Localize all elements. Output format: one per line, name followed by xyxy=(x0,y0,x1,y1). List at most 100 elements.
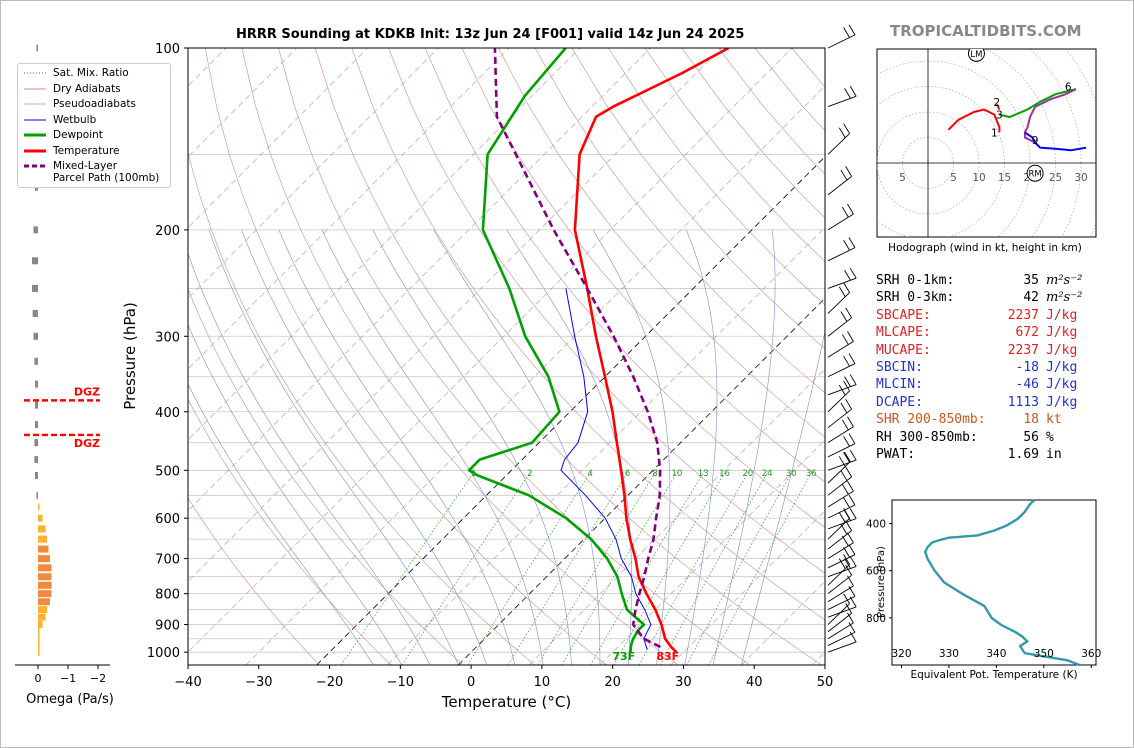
x-tick-label: 30 xyxy=(675,675,692,690)
wind-barb xyxy=(827,166,853,196)
hodograph-height-label: 9 xyxy=(1032,135,1039,147)
pseudoadiabat xyxy=(506,229,632,665)
index-label: SRH 0-1km: xyxy=(876,273,955,288)
mixing-ratio-line xyxy=(686,470,794,665)
wind-barb xyxy=(827,508,857,530)
hodograph-trace xyxy=(1023,88,1077,144)
wind-barb xyxy=(827,494,856,519)
isotherm xyxy=(188,48,722,582)
index-value: 1.69 xyxy=(1007,447,1039,462)
theta-e-profile xyxy=(923,499,1080,667)
x-tick-label: 10 xyxy=(534,675,551,690)
chart-title: HRRR Sounding at KDKB Init: 13z Jun 24 [… xyxy=(236,27,745,42)
pseudoadiabat xyxy=(188,383,374,665)
legend-label: Temperature xyxy=(53,144,120,157)
wind-barb xyxy=(827,416,854,444)
index-value: 672 xyxy=(1015,325,1039,341)
hodograph-height-label: 6 xyxy=(1065,82,1072,94)
wind-barb xyxy=(827,374,857,396)
storm-motion-label: RM xyxy=(1028,170,1041,180)
hodograph-area: 55101520253012369LMRM xyxy=(877,49,1096,237)
omega-bar xyxy=(35,421,38,429)
wind-barb xyxy=(827,203,854,231)
index-label: SBCAPE: xyxy=(876,307,931,323)
wind-barb xyxy=(827,307,853,337)
isotherm xyxy=(387,227,825,665)
index-unit: in xyxy=(1046,447,1062,462)
omega-bar xyxy=(32,309,38,317)
x-tick-label: 50 xyxy=(817,675,834,690)
hodograph-height-label: 2 xyxy=(994,97,1001,109)
omega-bar xyxy=(38,635,40,643)
hodograph-ring-label: 30 xyxy=(1074,172,1087,184)
profile-dewpoint xyxy=(467,48,646,653)
wind-barb xyxy=(827,544,856,569)
legend-label: Pseudoadiabats xyxy=(53,98,136,110)
mixing-ratio-label: 16 xyxy=(719,469,730,479)
index-unit: % xyxy=(1046,429,1054,445)
surface-dewpoint-label: 73F xyxy=(612,650,635,663)
wind-barb xyxy=(827,433,856,458)
pseudoadiabat xyxy=(741,329,825,665)
storm-motion-marker xyxy=(967,49,985,62)
theta-e-x-tick-label: 360 xyxy=(1081,648,1101,660)
hodograph-trace xyxy=(999,88,1077,119)
wind-barb xyxy=(827,123,850,155)
omega-bar xyxy=(36,44,38,52)
dgz-label: DGZ xyxy=(74,437,100,450)
legend-swatch xyxy=(24,133,46,137)
omega-x-label: Omega (Pa/s) xyxy=(26,692,114,707)
surface-temperature-label: 83F xyxy=(656,650,679,663)
index-value: 42 xyxy=(1023,290,1039,306)
hodograph-frame xyxy=(876,48,1097,238)
index-label: DCAPE: xyxy=(876,394,923,410)
wind-barb xyxy=(827,282,850,314)
isotherm xyxy=(245,85,825,665)
isotherm xyxy=(458,297,825,665)
wind-barb xyxy=(827,603,853,633)
theta-e-x-tick-label: 330 xyxy=(939,648,959,660)
legend-label: Dewpoint xyxy=(53,129,103,141)
wind-barb xyxy=(827,480,854,508)
omega-tick-label: 0 xyxy=(35,672,42,685)
legend-entry: Sat. Mix. Ratio xyxy=(18,67,170,83)
index-label: RH 300-850mb: xyxy=(876,429,978,445)
index-label: PWAT: xyxy=(876,447,916,462)
index-value: -46 xyxy=(1015,377,1039,393)
theta-e-x-tick-label: 350 xyxy=(1034,648,1054,660)
theta-e-x-label: Equivalent Pot. Temperature (K) xyxy=(910,669,1077,681)
dry-adiabat xyxy=(424,48,825,528)
mixing-ratio-line xyxy=(638,470,750,665)
mixing-ratio-label: 6 xyxy=(625,469,630,479)
y-tick-label: 400 xyxy=(155,406,180,421)
omega-bar xyxy=(34,456,38,464)
wind-barb xyxy=(827,380,850,413)
mixing-ratio-label: 36 xyxy=(806,469,817,479)
hodograph-ring-label: 25 xyxy=(1049,172,1062,184)
x-tick-label: 0 xyxy=(467,675,475,690)
index-label: SRH 0-3km: xyxy=(876,290,955,306)
legend-swatch xyxy=(24,119,46,120)
theta-e-y-label: Pressure (hPa) xyxy=(876,546,887,618)
legend-label: Wetbulb xyxy=(53,113,97,126)
x-tick-label: −10 xyxy=(387,675,414,690)
x-tick-label: −30 xyxy=(245,675,272,690)
x-tick-label: −20 xyxy=(316,675,343,690)
legend-entry: Mixed-Layer Parcel Path (100mb) xyxy=(18,160,170,186)
theta-e-y-tick-label: 800 xyxy=(866,613,886,625)
legend-swatch xyxy=(24,103,46,105)
mixing-ratio-line xyxy=(467,470,593,665)
omega-bar xyxy=(32,284,38,292)
pseudoadiabat xyxy=(208,229,459,665)
omega-bar xyxy=(38,564,52,572)
mixing-ratio-label: 8 xyxy=(652,469,657,479)
omega-bar xyxy=(36,491,38,499)
dry-adiabat xyxy=(204,48,607,665)
mixing-ratio-label: 13 xyxy=(698,469,709,479)
index-label: MUCAPE: xyxy=(876,342,931,358)
omega-bar xyxy=(38,648,40,656)
legend-entry: Dewpoint xyxy=(18,129,170,145)
index-unit: J/kg xyxy=(1046,394,1078,410)
y-tick-label: 900 xyxy=(155,619,180,634)
storm-motion-marker xyxy=(1026,164,1044,182)
